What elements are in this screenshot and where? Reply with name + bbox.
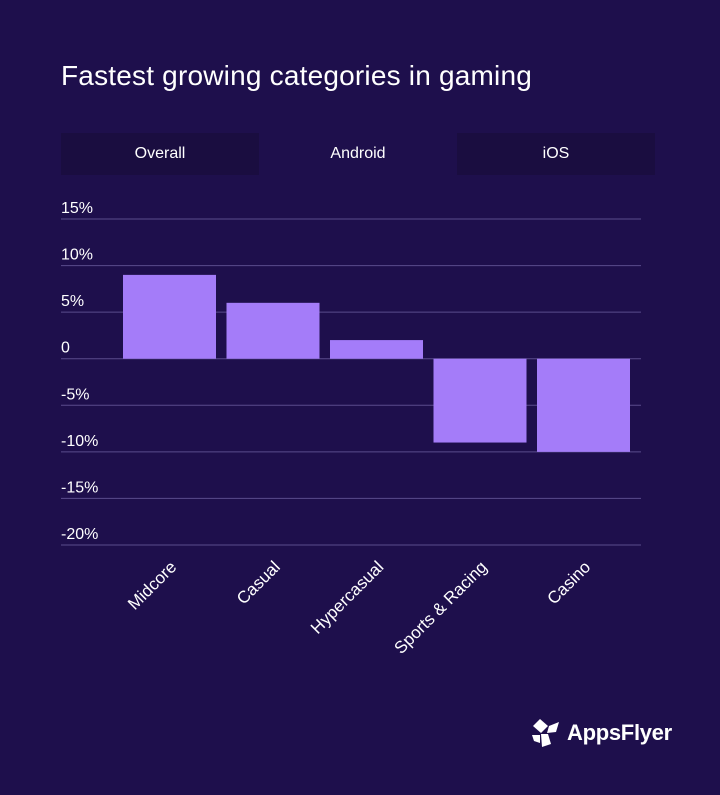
y-tick-label: 0	[61, 340, 70, 357]
y-tick-label: 5%	[61, 293, 84, 310]
y-tick-label: -5%	[61, 386, 89, 403]
tab-android[interactable]: Android	[330, 145, 386, 162]
x-tick-label: Midcore	[124, 557, 180, 613]
x-tick-label: Casino	[543, 557, 594, 608]
bar-sports-racing	[433, 358, 527, 443]
chart-title: Fastest growing categories in gaming	[61, 60, 532, 91]
x-tick-label: Sports & Racing	[391, 557, 491, 657]
bar-casino	[537, 358, 630, 452]
y-tick-label: -20%	[61, 526, 98, 543]
y-tick-label: 15%	[61, 200, 93, 217]
y-tick-label: 10%	[61, 247, 93, 264]
bar-casual	[226, 302, 320, 359]
appsflyer-logo-icon	[532, 719, 559, 747]
tab-ios[interactable]: iOS	[457, 133, 655, 175]
bar-midcore	[123, 274, 216, 359]
y-tick-label: -15%	[61, 479, 98, 496]
logo-text: AppsFlyer	[567, 720, 672, 745]
x-tick-label: Casual	[233, 557, 284, 608]
appsflyer-logo: AppsFlyer	[529, 716, 672, 750]
tab-overall[interactable]: Overall	[61, 133, 259, 175]
x-tick-label: Hypercasual	[307, 557, 387, 637]
bar-hypercasual	[330, 340, 423, 359]
platform-tabs: Overall Android iOS	[61, 133, 655, 175]
y-tick-label: -10%	[61, 433, 98, 450]
